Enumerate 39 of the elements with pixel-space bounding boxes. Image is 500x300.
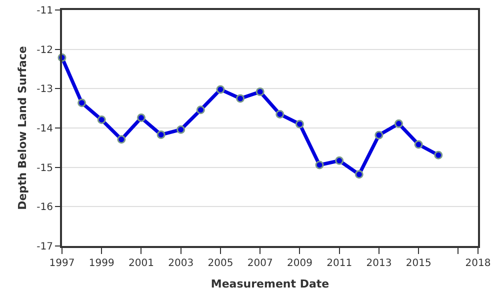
point: [236, 94, 245, 103]
x-tick-label: 2005: [208, 258, 234, 269]
x-tick-label: 1997: [49, 258, 75, 269]
y-tick-label: -17: [36, 242, 53, 252]
x-tick-label: 2018: [465, 258, 491, 269]
x-tick-label: 2009: [286, 258, 312, 269]
y-tick-label: -11: [36, 6, 53, 16]
x-axis-title: Measurement Date: [210, 278, 330, 291]
x-tick-label: 2015: [406, 258, 432, 269]
point: [216, 85, 225, 94]
point: [78, 98, 86, 108]
point: [295, 120, 304, 128]
point: [117, 135, 126, 144]
point: [276, 110, 284, 118]
point: [97, 115, 106, 124]
point: [196, 106, 205, 114]
y-tick-label: -16: [36, 202, 53, 214]
point: [156, 130, 166, 139]
point: [256, 88, 264, 96]
x-tick-label: 2003: [168, 258, 194, 269]
point: [335, 156, 344, 165]
point: [394, 119, 404, 128]
y-tick-label: -13: [36, 84, 53, 96]
x-tick-label: 2011: [326, 258, 352, 269]
point: [315, 160, 324, 170]
point: [434, 150, 443, 160]
point: [414, 140, 423, 149]
x-tick-label: 2007: [247, 258, 273, 269]
y-tick-label: -15: [36, 162, 53, 174]
point: [354, 170, 364, 179]
y-axis-title: Depth Below Land Surface: [16, 46, 29, 210]
point: [136, 114, 146, 122]
y-tick-label: -12: [36, 44, 53, 56]
point: [176, 125, 186, 134]
x-tick-label: 1999: [88, 258, 114, 269]
x-tick-label: 2013: [366, 258, 392, 269]
x-tick-label: 2001: [128, 258, 154, 269]
point: [374, 130, 384, 140]
y-tick-label: -14: [36, 124, 53, 134]
